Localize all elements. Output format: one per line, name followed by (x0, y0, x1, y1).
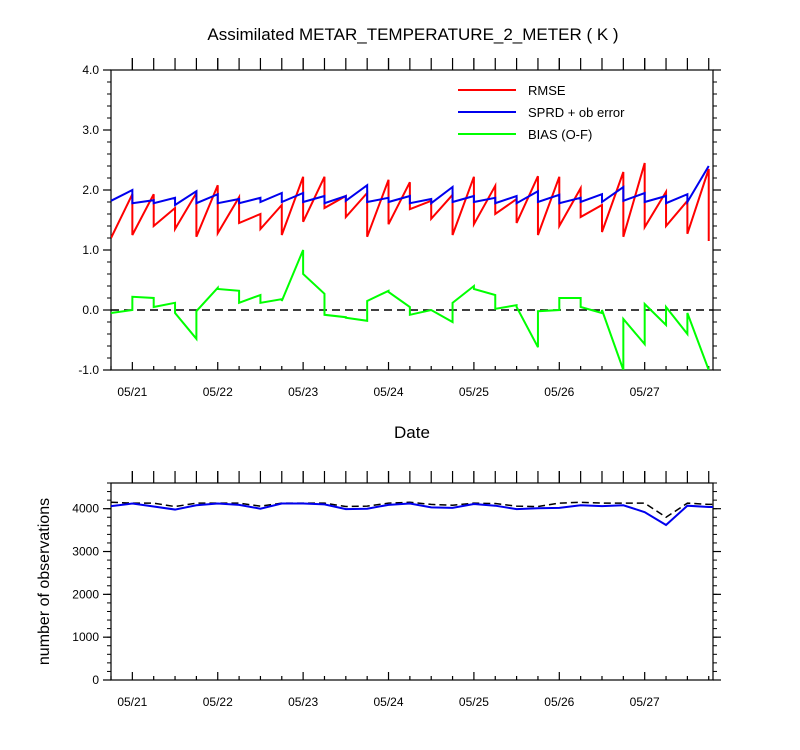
plot-frame (110, 482, 714, 681)
y-tick-label: 3.0 (82, 123, 99, 137)
x-tick-label: 05/22 (203, 385, 233, 399)
legend-label: BIAS (O-F) (528, 127, 592, 142)
x-tick-label: 05/23 (288, 385, 318, 399)
y-axis-label: number of observations (36, 498, 53, 665)
x-tick-label: 05/27 (630, 385, 660, 399)
x-tick-label: 05/25 (459, 385, 489, 399)
x-tick-label: 05/27 (630, 695, 660, 709)
y-tick-label: -1.0 (78, 363, 99, 377)
x-tick-label: 05/23 (288, 695, 318, 709)
x-tick-label: 05/25 (459, 695, 489, 709)
y-tick-label: 4.0 (82, 63, 99, 77)
series-line-obs-1 (111, 502, 713, 527)
y-tick-label: 0 (92, 673, 99, 687)
bottom-panel: 05/21 05/22 05/23 05/24 05/25 05/26 05/27 0 1000… (36, 471, 721, 709)
y-tick-label: 3000 (72, 545, 99, 559)
legend-label: RMSE (528, 83, 566, 98)
series-line-bias-o-f (111, 249, 710, 370)
legend-label: SPRD + ob error (528, 105, 625, 120)
x-tick-label: 05/26 (544, 385, 574, 399)
plot-frame (110, 69, 714, 371)
y-tick-label: 0.0 (82, 303, 99, 317)
y-tick-label: 2.0 (82, 183, 99, 197)
x-axis-label: Date (394, 423, 430, 442)
x-tick-label: 05/22 (203, 695, 233, 709)
x-tick-label: 05/21 (117, 695, 147, 709)
y-tick-label: 1000 (72, 630, 99, 644)
chart-title: Assimilated METAR_TEMPERATURE_2_METER ( … (207, 25, 618, 44)
x-tick-label: 05/24 (374, 695, 404, 709)
y-tick-label: 1.0 (82, 243, 99, 257)
x-tick-label: 05/21 (117, 385, 147, 399)
top-panel: 05/21 05/22 05/23 05/24 05/25 05/26 05/27 4.0 3.… (78, 58, 721, 442)
y-tick-label: 4000 (72, 502, 99, 516)
y-tick-label: 2000 (72, 587, 99, 601)
x-tick-label: 05/26 (544, 695, 574, 709)
x-tick-label: 05/24 (374, 385, 404, 399)
series-line-sprd-ob-error (111, 165, 710, 207)
